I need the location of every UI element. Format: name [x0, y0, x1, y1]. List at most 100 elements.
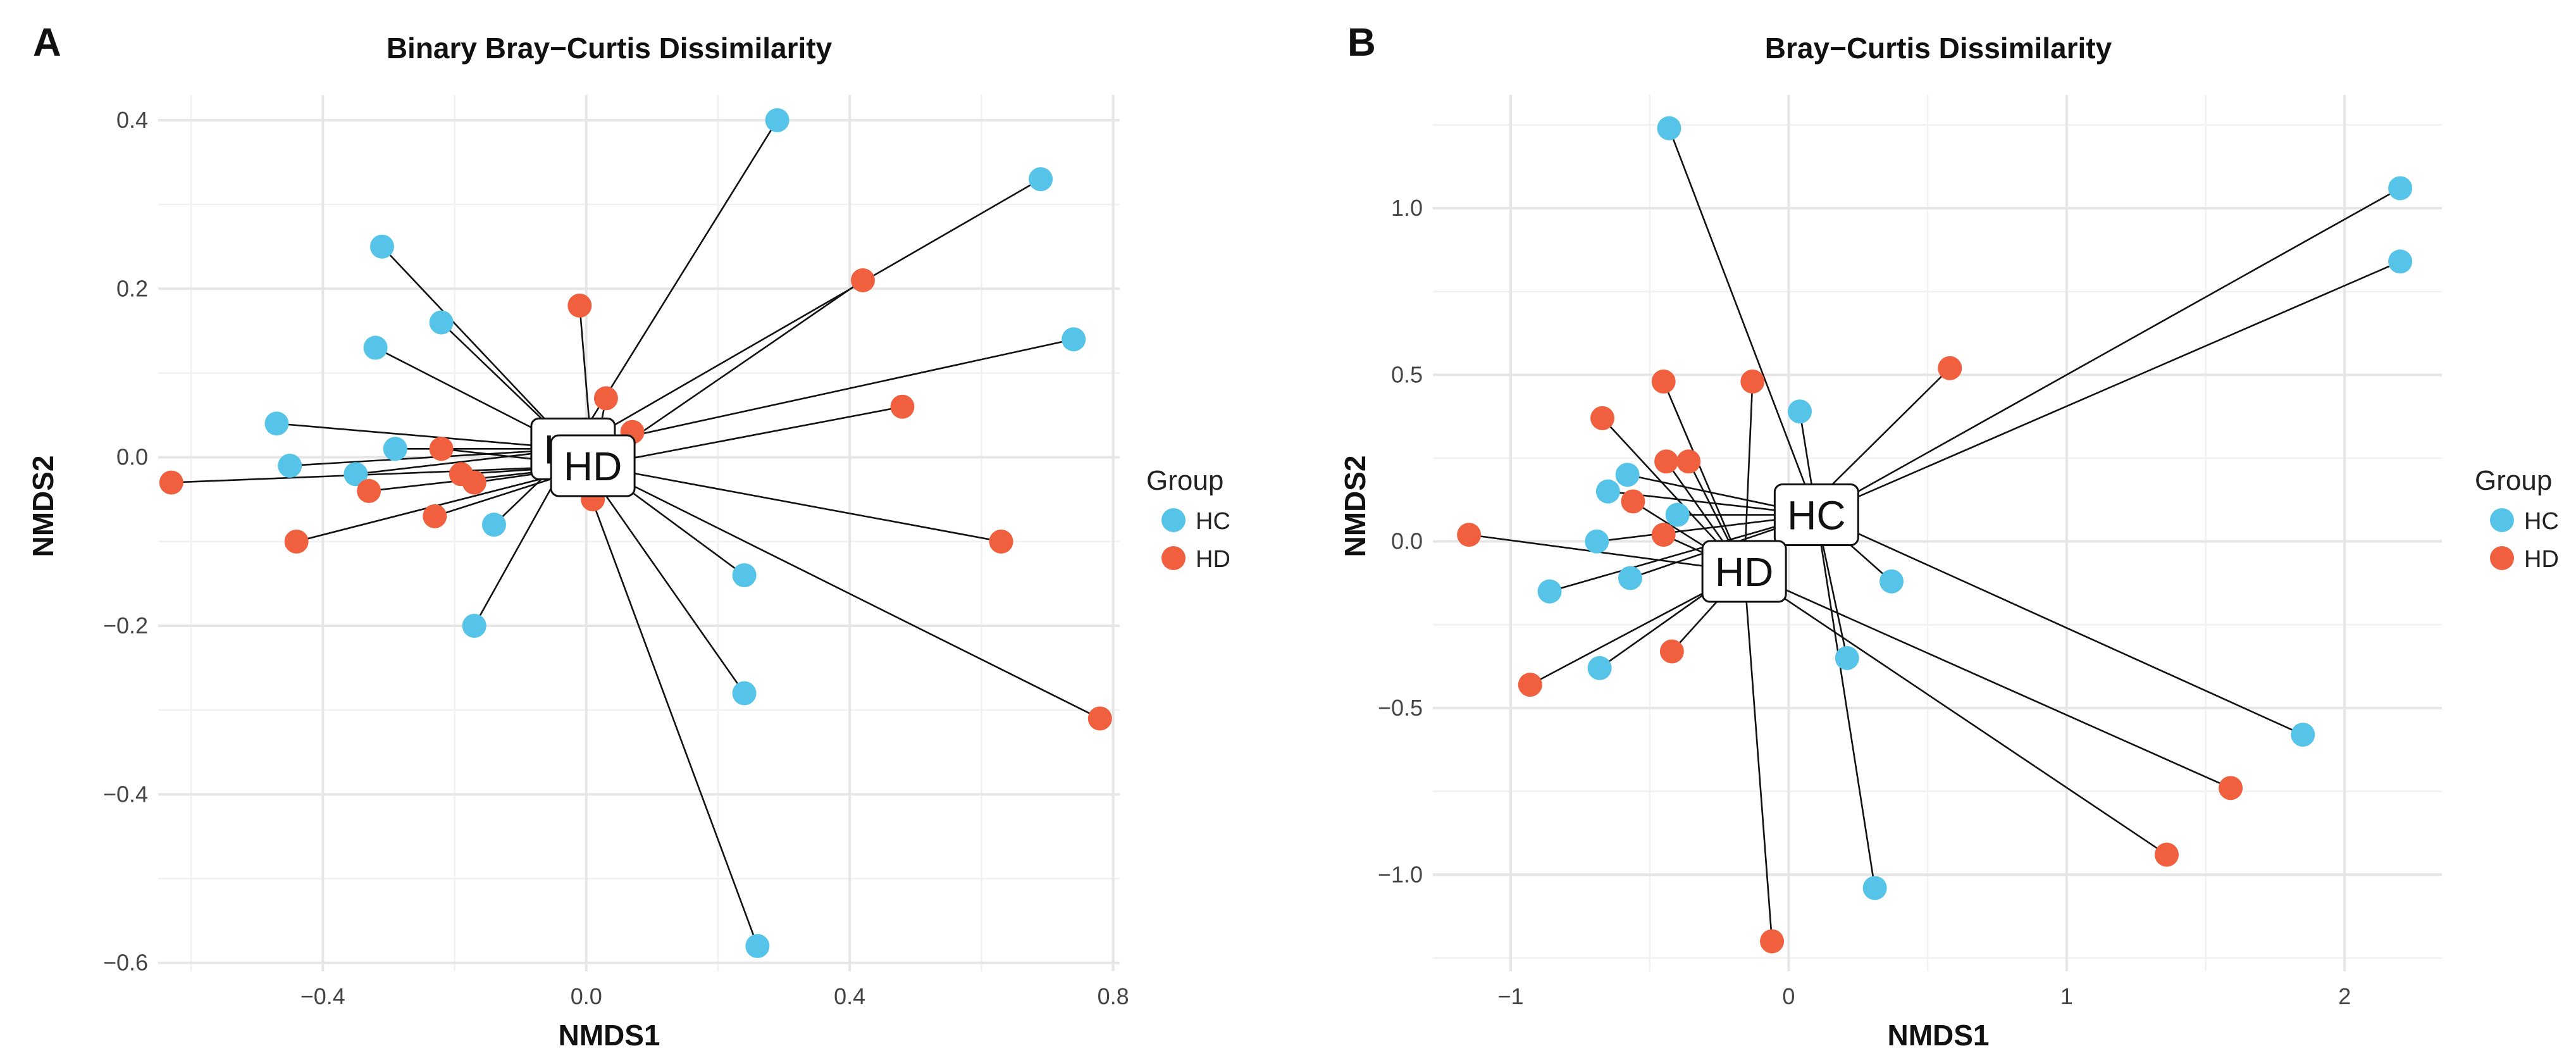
panel-a-point-hc — [765, 108, 790, 132]
panel-a-spoke-hd — [592, 464, 1101, 719]
panel-b-spoke-hd — [1743, 570, 2167, 856]
panel-b-centroid-label: HC — [1787, 493, 1845, 538]
panel-a-point-hd — [989, 529, 1013, 554]
panel-b-legend-hc-swatch — [2490, 508, 2514, 532]
panel-a-y-axis-title: NMDS2 — [27, 455, 59, 557]
panel-b-point-hd — [1457, 523, 1482, 547]
panel-b: B Bray−Curtis Dissimilarity −1.0 −0.5 0.0 0… — [1339, 21, 2559, 1052]
panel-a-y-tick-label: −0.6 — [103, 950, 148, 976]
panel-b-centroid-box — [1701, 540, 1787, 603]
panel-b-point-hd — [2155, 842, 2179, 867]
panel-a-point-hd — [567, 293, 592, 318]
panel-a-spoke-hc — [276, 423, 574, 450]
panel-a-letter: A — [33, 21, 61, 65]
panel-a-x-tick-label: −0.4 — [300, 983, 345, 1009]
panel-b-point-hd — [1938, 356, 1962, 380]
panel-b-point-hc — [1835, 645, 1859, 670]
panel-a-centroid-box — [550, 434, 636, 497]
panel-a-point-hc — [745, 934, 770, 959]
panel-b-spoke-hd — [1468, 533, 1745, 573]
panel-b-x-ticks: −1 0 1 2 — [1498, 983, 2351, 1009]
panel-a-legend-hc-swatch — [1161, 508, 1186, 532]
panel-a-point-hc — [264, 411, 289, 436]
panel-b-points — [1457, 116, 2413, 954]
panel-a-point-hc — [369, 234, 394, 259]
panel-a-point-hd — [284, 529, 309, 554]
panel-b-point-hc — [1879, 569, 1904, 594]
panel-a-point-hc — [481, 513, 506, 537]
panel-b-legend: Group HC HD — [2475, 465, 2559, 573]
panel-a-points — [159, 108, 1112, 959]
panel-b-point-hc — [1618, 566, 1642, 590]
panel-a-spoke-hc — [573, 338, 1074, 450]
panel-a-spoke-hd — [592, 406, 903, 467]
panel-b-point-hd — [1518, 673, 1542, 697]
panel-b-x-tick-label: 0 — [1782, 983, 1795, 1009]
panel-b-spoke-hc — [1816, 261, 2401, 516]
panel-a-point-hc — [383, 437, 407, 461]
panel-b-legend-hd-swatch — [2490, 546, 2514, 570]
panel-b-point-hc — [2291, 723, 2315, 747]
panel-a-legend-title: Group — [1146, 465, 1223, 496]
panel-a-centroid-label: HD — [564, 444, 622, 489]
panel-a-point-hc — [732, 563, 757, 588]
panel-b-spoke-hd — [1743, 570, 2231, 789]
panel-b-grid — [1433, 95, 2442, 971]
panel-a-point-hc — [344, 462, 368, 487]
panel-a-point-hc — [732, 681, 757, 706]
panel-a-point-hc — [1062, 327, 1086, 352]
panel-b-y-tick-label: 1.0 — [1391, 195, 1423, 221]
panel-a-point-hd — [593, 386, 618, 411]
panel-b-point-hd — [1590, 406, 1615, 430]
panel-b-centroids: HC HD — [1701, 483, 1859, 603]
panel-b-x-tick-label: 2 — [2338, 983, 2351, 1009]
panel-b-y-axis-title: NMDS2 — [1339, 455, 1372, 557]
panel-b-point-hd — [1659, 639, 1684, 664]
panel-b-spoke-hd — [1743, 381, 1754, 572]
panel-a-y-tick-label: −0.2 — [103, 613, 148, 638]
panel-a-y-tick-label: −0.4 — [103, 781, 148, 807]
panel-b-point-hc — [1788, 399, 1812, 424]
panel-b-point-hc — [2388, 249, 2413, 274]
panel-a-point-hd — [423, 504, 447, 528]
panel-a-point-hd — [1087, 706, 1112, 731]
panel-a-spoke-hd — [592, 464, 1001, 543]
panel-a-x-tick-label: 0.8 — [1098, 983, 1129, 1009]
panel-b-point-hd — [1651, 523, 1676, 547]
panel-a-legend-hd-label: HD — [1196, 546, 1230, 573]
panel-a-spoke-hc — [572, 448, 759, 947]
panel-b-point-hd — [1651, 369, 1676, 394]
panel-b-centroid-box — [1773, 483, 1859, 547]
panel-b-spoke-hc — [1549, 514, 1817, 592]
panel-b-letter: B — [1347, 21, 1376, 65]
panel-b-point-hc — [1665, 502, 1690, 527]
panel-b-legend-hd-label: HD — [2524, 546, 2559, 573]
panel-a-x-axis-title: NMDS1 — [558, 1019, 660, 1052]
panel-b-point-hd — [1654, 449, 1679, 474]
panel-b-x-tick-label: 1 — [2060, 983, 2073, 1009]
panel-a-spoke-hc — [381, 246, 574, 450]
panel-a-point-hd — [159, 470, 183, 495]
panel-b-x-axis-title: NMDS1 — [1887, 1019, 1989, 1052]
panel-b-spokes — [1468, 128, 2401, 942]
panel-b-centroid-hd: HD — [1701, 540, 1787, 603]
panel-a-legend: Group HC HD — [1146, 465, 1230, 573]
panel-b-point-hc — [1615, 463, 1640, 487]
panel-b-point-hd — [1621, 489, 1645, 514]
panel-b-y-tick-label: −1.0 — [1378, 861, 1423, 887]
panel-b-legend-hc-label: HC — [2524, 508, 2559, 535]
panel-a-spokes — [171, 120, 1101, 947]
panel-a-y-tick-label: 0.0 — [116, 444, 148, 470]
panel-a-y-tick-label: 0.4 — [116, 107, 148, 133]
panel-b-spoke-hd — [1743, 571, 1773, 942]
panel-b-point-hd — [2219, 776, 2243, 800]
panel-a-point-hd — [462, 470, 486, 495]
panel-a-x-ticks: −0.4 0.0 0.4 0.8 — [300, 983, 1129, 1009]
panel-b-point-hd — [1740, 369, 1765, 394]
panel-a-point-hc — [462, 613, 486, 638]
panel-b-point-hd — [1676, 449, 1701, 474]
panel-a-spoke-hd — [171, 464, 593, 483]
panel-b-spoke-hc — [1816, 514, 2303, 736]
panel-b-y-tick-label: 0.5 — [1391, 361, 1423, 387]
panel-a-point-hc — [278, 453, 302, 478]
